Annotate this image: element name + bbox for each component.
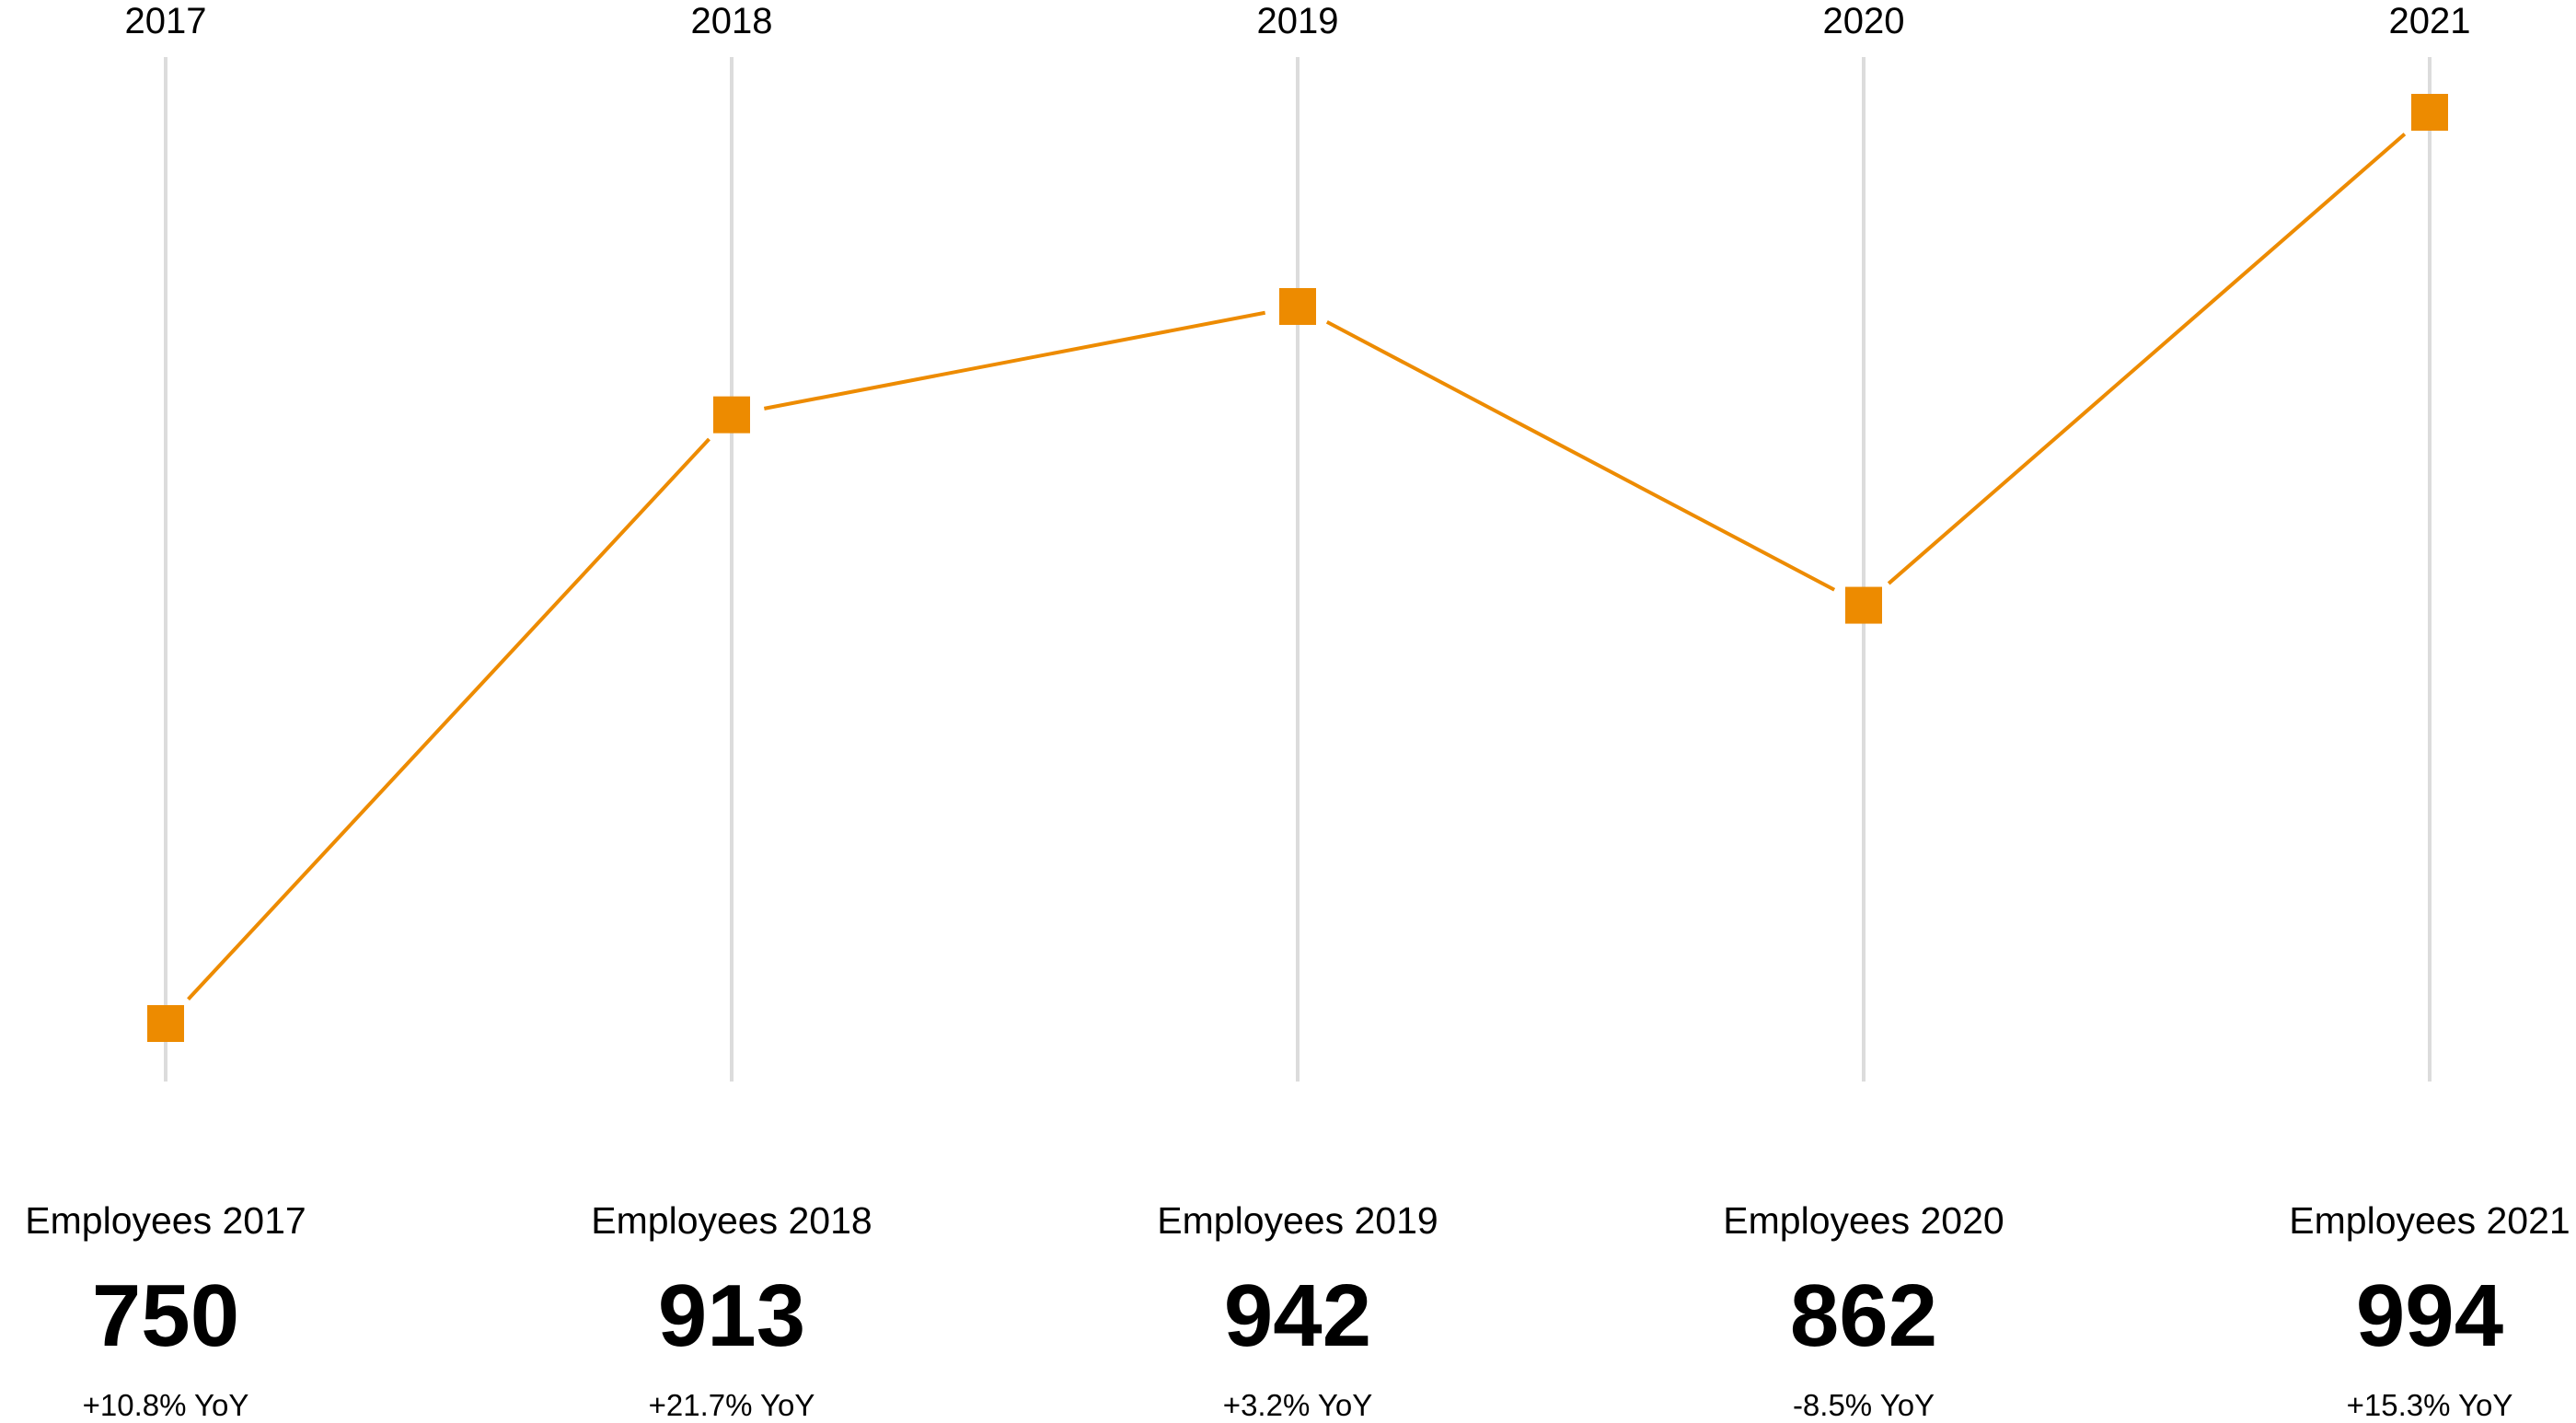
line-segment-2020-2021 [1887,133,2407,585]
gridlines [164,57,2432,1082]
stat-yoy-2017: +10.8% YoY [83,1388,249,1422]
stat-title-2019: Employees 2019 [1157,1199,1438,1242]
data-point-2021 [2411,94,2448,131]
line-segment-2018-2019 [763,310,1266,411]
stat-title-2021: Employees 2021 [2289,1199,2570,1242]
stat-value-2018: 913 [658,1267,805,1365]
series-line [187,133,2407,1001]
year-label-2020: 2020 [1823,1,1905,41]
stat-yoy-2020: -8.5% YoY [1793,1388,1935,1422]
data-point-2019 [1279,287,1316,325]
data-point-2018 [713,396,750,434]
line-segment-2019-2020 [1325,320,1836,592]
data-point-2017 [147,1005,184,1042]
stat-title-2018: Employees 2018 [591,1199,872,1242]
stat-title-2017: Employees 2017 [25,1199,306,1242]
stat-value-2021: 994 [2356,1267,2503,1365]
year-label-2021: 2021 [2389,1,2471,41]
stat-value-2019: 942 [1224,1267,1371,1365]
stat-title-2020: Employees 2020 [1723,1199,2004,1242]
stats-row: Employees 2017 750 +10.8% YoY Employees 201… [25,1199,2570,1422]
series-markers [147,94,2448,1042]
stat-yoy-2019: +3.2% YoY [1223,1388,1372,1422]
year-labels: 2017 2018 2019 2020 2021 [125,1,2471,41]
stat-value-2020: 862 [1790,1267,1937,1365]
line-segment-2017-2018 [187,437,710,1001]
stat-yoy-2021: +15.3% YoY [2347,1388,2513,1422]
data-point-2020 [1845,586,1882,624]
stat-yoy-2018: +21.7% YoY [649,1388,815,1422]
year-label-2019: 2019 [1257,1,1339,41]
year-label-2018: 2018 [691,1,773,41]
year-label-2017: 2017 [125,1,207,41]
stat-value-2017: 750 [92,1267,239,1365]
